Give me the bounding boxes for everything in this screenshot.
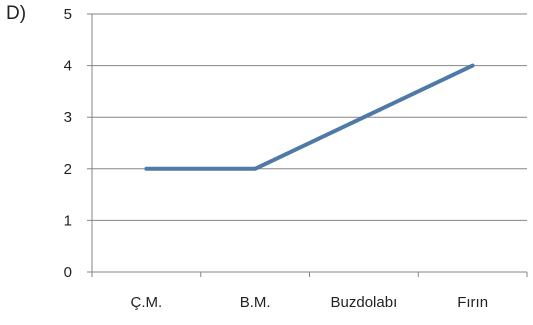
x-tick-label: Ç.M. bbox=[131, 294, 163, 311]
x-tick-label: B.M. bbox=[240, 294, 271, 311]
data-series bbox=[144, 63, 475, 171]
y-tick-label: 0 bbox=[64, 264, 72, 281]
answer-option-label: D) bbox=[6, 3, 27, 24]
y-tick-label: 5 bbox=[64, 6, 72, 23]
x-tick-label: Fırın bbox=[457, 294, 488, 311]
x-tick-label: Buzdolabı bbox=[331, 294, 398, 311]
y-tick-label: 1 bbox=[64, 212, 72, 229]
x-axis-tick-labels: Ç.M. B.M. Buzdolabı Fırın bbox=[131, 294, 489, 311]
y-tick-label: 2 bbox=[64, 161, 72, 178]
axes bbox=[87, 13, 528, 277]
gridlines bbox=[92, 13, 527, 221]
series-line bbox=[144, 63, 475, 171]
y-tick-label: 4 bbox=[64, 58, 72, 75]
y-axis-tick-labels: 0 1 2 3 4 5 bbox=[64, 6, 72, 281]
y-tick-label: 3 bbox=[64, 109, 72, 126]
